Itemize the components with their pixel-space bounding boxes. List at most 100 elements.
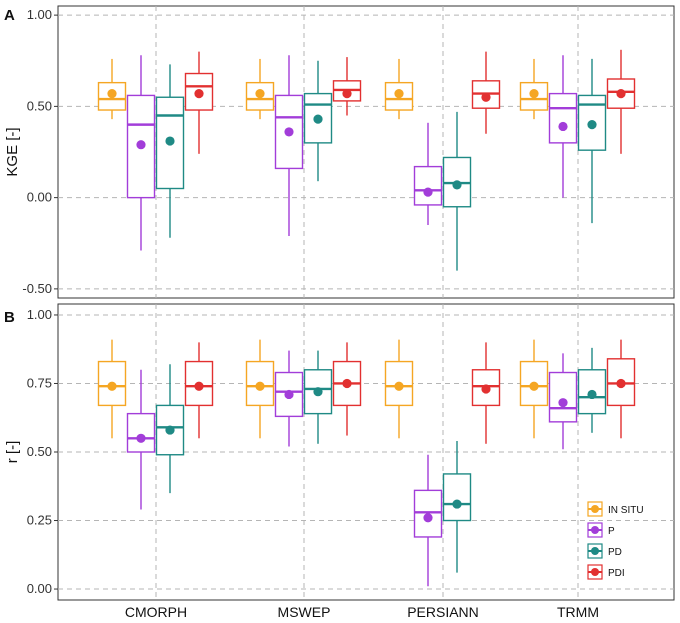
panel-b-cmorph-in-situ-mean-point (107, 381, 117, 391)
panel-a-boxes (97, 49, 636, 271)
panel-a-persiann-in-situ-iqr-box (384, 81, 414, 111)
panel-b-persiann-pd-mean-point (452, 499, 462, 509)
panel-a-y-tick-label: 1.00 (27, 7, 52, 22)
panel-a-mswep-pd-box (303, 60, 333, 182)
panel-b-cmorph-pd-box (155, 364, 185, 494)
panel-b-persiann-in-situ-mean-point (394, 381, 404, 391)
panel-a-cmorph-pdi-box (184, 51, 214, 154)
panel-a-cmorph-p-mean-point (136, 140, 146, 150)
panel-a-cmorph-pd-box (155, 64, 185, 238)
panel-b-mswep-in-situ-mean-point (255, 381, 265, 391)
panel-b-cmorph-p-mean-point (136, 433, 146, 443)
legend-label-p: P (608, 526, 615, 537)
panel-a-trmm-p-iqr-box (548, 92, 578, 144)
panel-a-y-axis-label: KGE [-] (4, 127, 21, 176)
panel-a-trmm-p-mean-point (558, 121, 568, 132)
panel-b-trmm-p-mean-point (558, 398, 568, 408)
legend-item-in-situ: IN SITU (587, 501, 644, 517)
panel-b-trmm-in-situ-box (519, 339, 549, 439)
panel-a-y-tick-label: 0.00 (27, 190, 52, 205)
panel-b-mswep-pd-box (303, 350, 333, 444)
panel-b-cmorph-p-box (126, 369, 156, 510)
panel-a-y-tick-label: 0.50 (27, 98, 52, 113)
panel-b-trmm-pdi-box (606, 339, 636, 439)
legend-swatch-dot-pdi (591, 568, 599, 576)
legend-label-pdi: PDI (608, 568, 625, 579)
legend-label-in-situ: IN SITU (608, 505, 644, 516)
panel-b-persiann-pdi-box (471, 342, 501, 444)
legend-swatch-dot-in-situ (591, 505, 599, 513)
panel-b-trmm-in-situ-mean-point (529, 381, 539, 391)
x-tick-label-cmorph: CMORPH (125, 604, 187, 620)
panel-a-trmm-pd-box (577, 58, 607, 224)
legend-item-pdi: PDI (587, 564, 625, 580)
x-tick-label-trmm: TRMM (557, 604, 599, 620)
panel-b-label: B (4, 309, 15, 326)
legend-swatch-dot-p (591, 526, 599, 534)
legend-label-pd: PD (608, 547, 622, 558)
panel-a-trmm-p-box (548, 55, 578, 198)
panel-a-mswep-pd-mean-point (313, 114, 323, 124)
panel-a-kge: A KGE [-] -0.50 0.00 0.50 1.00 (4, 5, 675, 299)
panel-a-persiann-p-iqr-box (413, 165, 443, 206)
panel-a-mswep-in-situ-mean-point (255, 89, 265, 99)
panel-b-cmorph-p-iqr-box (126, 412, 156, 453)
panel-b-mswep-pd-iqr-box (303, 369, 333, 415)
panel-a-persiann-in-situ-mean-point (394, 89, 404, 99)
panel-a-persiann-pdi-mean-point (481, 92, 491, 102)
panel-b-boxes (97, 339, 636, 587)
panel-a-trmm-pdi-mean-point (616, 89, 626, 99)
panel-b-mswep-pdi-mean-point (342, 378, 352, 389)
panel-b-trmm-p-iqr-box (548, 371, 578, 423)
panel-a-mswep-in-situ-box (245, 58, 275, 120)
x-axis-category-labels: CMORPH MSWEP PERSIANN TRMM (125, 604, 599, 620)
panel-a-persiann-pdi-box (471, 51, 501, 134)
panel-a-cmorph-in-situ-mean-point (107, 89, 117, 99)
panel-b-y-tick-label: 0.50 (27, 444, 52, 459)
panel-b-cmorph-pd-mean-point (165, 425, 175, 435)
panel-a-mswep-p-mean-point (284, 127, 294, 137)
panel-a-persiann-p-box (413, 122, 443, 225)
panel-a-cmorph-pdi-mean-point (194, 89, 204, 99)
panel-b-mswep-p-box (274, 350, 304, 447)
panel-a-mswep-pdi-mean-point (342, 89, 352, 99)
legend: IN SITU P PD PDI (587, 501, 644, 580)
panel-a-y-ticks: -0.50 0.00 0.50 1.00 (22, 7, 58, 296)
panel-b-y-tick-label: 1.00 (27, 307, 52, 322)
panel-a-persiann-pd-mean-point (452, 180, 462, 190)
panel-a-trmm-pd-mean-point (587, 120, 597, 130)
panel-a-mswep-p-box (274, 55, 304, 236)
panel-b-trmm-p-box (548, 353, 578, 450)
panel-a-trmm-in-situ-mean-point (529, 89, 539, 99)
panel-a-label: A (4, 7, 15, 24)
panel-b-trmm-pd-box (577, 347, 607, 433)
legend-item-pd: PD (587, 543, 622, 559)
panel-b-trmm-pdi-mean-point (616, 378, 626, 389)
panel-a-trmm-in-situ-box (519, 58, 549, 120)
panel-b-persiann-p-mean-point (423, 513, 433, 523)
panel-b-persiann-in-situ-box (384, 339, 414, 439)
panel-b-r: B r [-] 0.00 0.25 0.50 0.75 1.00 IN SITU P PD P… (4, 303, 675, 601)
panel-a-trmm-pdi-box (606, 49, 636, 154)
panel-b-cmorph-in-situ-box (97, 339, 127, 439)
panel-b-mswep-pd-mean-point (313, 387, 323, 397)
panel-b-cmorph-pdi-mean-point (194, 381, 204, 391)
legend-swatch-dot-pd (591, 547, 599, 555)
panel-b-cmorph-pdi-box (184, 342, 214, 439)
panel-b-persiann-p-box (413, 454, 443, 587)
panel-b-y-tick-label: 0.25 (27, 513, 52, 528)
x-tick-label-mswep: MSWEP (278, 604, 331, 620)
panel-a-cmorph-p-box (126, 55, 156, 251)
panel-b-y-ticks: 0.00 0.25 0.50 0.75 1.00 (27, 307, 58, 596)
panel-b-mswep-p-mean-point (284, 389, 294, 400)
panel-a-mswep-pdi-box (332, 57, 362, 116)
panel-a-persiann-pd-box (442, 111, 472, 271)
panel-b-y-tick-label: 0.75 (27, 375, 52, 390)
panel-a-cmorph-pd-mean-point (165, 136, 175, 146)
x-tick-label-persiann: PERSIANN (407, 604, 479, 620)
panel-b-y-axis-label: r [-] (4, 441, 21, 464)
panel-a-persiann-p-mean-point (423, 187, 433, 197)
panel-b-y-tick-label: 0.00 (27, 581, 52, 596)
panel-b-trmm-pd-mean-point (587, 389, 597, 400)
